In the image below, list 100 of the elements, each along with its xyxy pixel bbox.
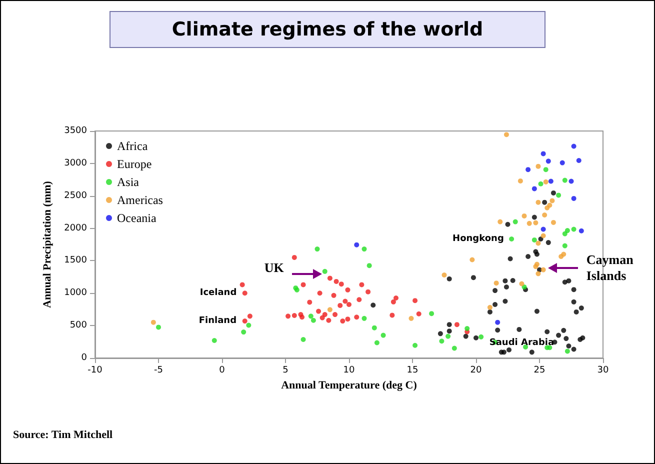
legend-label: Asia xyxy=(117,175,140,189)
annotation: Finland xyxy=(198,316,237,326)
point xyxy=(390,312,395,318)
point xyxy=(454,322,460,328)
point xyxy=(564,228,570,234)
point xyxy=(429,311,434,316)
source-note: Source: Tim Mitchell xyxy=(13,429,113,441)
point xyxy=(548,178,554,184)
point xyxy=(536,200,541,205)
x-tick-label: -10 xyxy=(88,366,103,376)
point xyxy=(446,276,452,282)
legend-label: Oceania xyxy=(117,211,157,225)
point xyxy=(504,132,509,138)
point xyxy=(562,231,568,236)
point xyxy=(492,302,498,307)
point xyxy=(542,212,548,218)
point xyxy=(543,167,548,172)
point xyxy=(538,181,544,186)
y-tick-label: 0 xyxy=(81,353,88,363)
point xyxy=(354,314,360,320)
point xyxy=(316,308,322,314)
point xyxy=(322,268,328,274)
point xyxy=(544,329,550,334)
point xyxy=(412,342,418,348)
point xyxy=(340,318,346,324)
point xyxy=(354,242,360,248)
annotation: Cayman Islands xyxy=(586,252,634,284)
point xyxy=(370,302,376,308)
y-tick-label: 2000 xyxy=(64,223,88,234)
point xyxy=(241,330,246,335)
point xyxy=(342,298,348,304)
point xyxy=(366,263,372,268)
point xyxy=(568,178,574,184)
point xyxy=(310,318,316,323)
y-tick-label: 1000 xyxy=(64,288,88,298)
point xyxy=(240,282,245,288)
point xyxy=(470,257,475,262)
point xyxy=(470,275,476,280)
point xyxy=(508,256,513,262)
x-tick-label: 0 xyxy=(219,366,226,376)
point xyxy=(495,320,500,325)
point xyxy=(346,302,352,307)
point xyxy=(536,164,541,169)
point xyxy=(571,144,576,149)
point xyxy=(359,282,364,288)
point xyxy=(338,302,343,308)
point xyxy=(439,338,444,344)
point xyxy=(522,213,527,218)
point xyxy=(327,307,332,312)
point xyxy=(292,254,297,260)
point xyxy=(533,264,538,270)
point xyxy=(320,315,325,320)
point xyxy=(578,228,584,234)
point xyxy=(536,271,541,276)
point xyxy=(571,346,576,352)
point xyxy=(578,306,584,311)
point xyxy=(516,326,522,332)
point xyxy=(544,205,550,210)
annotation: Hongkong xyxy=(452,234,504,244)
point xyxy=(446,328,452,334)
point xyxy=(498,219,503,224)
point xyxy=(242,290,248,296)
point xyxy=(519,281,524,286)
point xyxy=(322,312,328,318)
point xyxy=(529,350,534,355)
point xyxy=(212,338,217,343)
point xyxy=(446,322,452,328)
y-axis-title: Annual Precipitation (mm) xyxy=(42,180,54,308)
point xyxy=(464,326,470,331)
point xyxy=(495,328,500,333)
chart-title: Climate regimes of the world xyxy=(172,18,484,40)
point xyxy=(372,325,377,330)
point xyxy=(150,320,156,325)
point xyxy=(543,179,548,184)
point xyxy=(314,246,320,252)
point xyxy=(446,334,451,339)
point xyxy=(561,328,566,333)
point xyxy=(538,236,544,242)
point xyxy=(534,252,540,257)
point xyxy=(300,282,306,288)
point xyxy=(345,316,350,322)
x-tick-label: 20 xyxy=(470,366,482,376)
point xyxy=(492,288,498,294)
point xyxy=(540,233,546,238)
point xyxy=(442,272,447,278)
point xyxy=(463,334,468,339)
point xyxy=(564,348,570,354)
y-tick-label: 2500 xyxy=(64,190,88,201)
point xyxy=(532,237,537,242)
point xyxy=(362,316,367,321)
point xyxy=(317,290,322,296)
point xyxy=(526,254,531,259)
point xyxy=(362,246,367,252)
point xyxy=(504,284,509,290)
point xyxy=(345,287,350,292)
point xyxy=(571,299,576,304)
point xyxy=(502,278,508,284)
point xyxy=(571,287,576,292)
x-tick-label: 10 xyxy=(343,366,355,376)
annotation: UK xyxy=(264,260,284,276)
